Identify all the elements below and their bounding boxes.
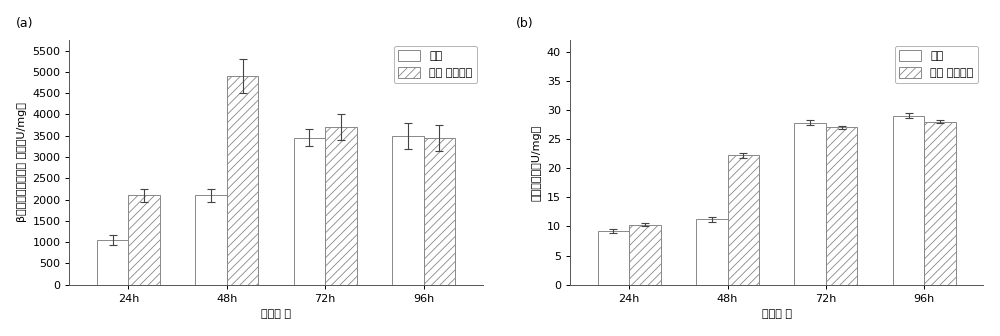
Bar xyxy=(629,225,661,285)
Bar xyxy=(826,127,857,285)
X-axis label: 诱导时 间: 诱导时 间 xyxy=(261,309,291,319)
Bar xyxy=(924,122,956,285)
Y-axis label: β－葡萄糖苷糖苷比 酶活（U/mg）: β－葡萄糖苷糖苷比 酶活（U/mg） xyxy=(17,102,27,222)
Y-axis label: 木聚糖酶活（U/mg）: 木聚糖酶活（U/mg） xyxy=(531,124,541,201)
Legend: 对照, 过表 达增强型: 对照, 过表 达增强型 xyxy=(394,46,477,83)
Bar xyxy=(195,195,227,285)
Bar xyxy=(794,123,826,285)
Bar xyxy=(392,136,424,285)
Bar xyxy=(227,76,258,285)
Bar xyxy=(128,195,160,285)
Bar xyxy=(325,127,357,285)
Bar xyxy=(424,138,455,285)
Text: (a): (a) xyxy=(16,17,33,30)
Bar xyxy=(728,155,759,285)
Bar xyxy=(598,231,629,285)
Bar xyxy=(893,116,924,285)
Text: (b): (b) xyxy=(516,17,534,30)
X-axis label: 诱导时 间: 诱导时 间 xyxy=(762,309,792,319)
Bar xyxy=(97,240,128,285)
Legend: 对照, 过表 达增强型: 对照, 过表 达增强型 xyxy=(895,46,978,83)
Bar xyxy=(696,219,728,285)
Bar xyxy=(294,138,325,285)
